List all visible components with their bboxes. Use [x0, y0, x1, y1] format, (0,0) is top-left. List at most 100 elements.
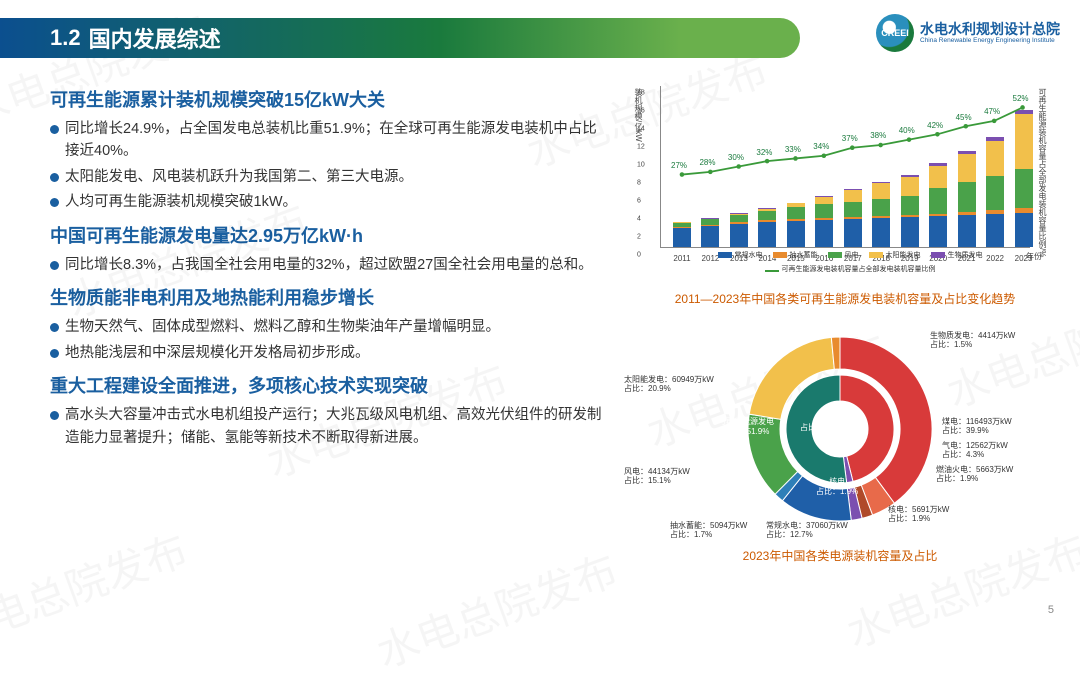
- bar-segment: [787, 207, 805, 219]
- legend-line-icon: [765, 270, 779, 272]
- bar-segment: [872, 199, 890, 216]
- bar-group: [758, 208, 776, 247]
- bar-segment: [673, 228, 691, 247]
- bullet-dot-icon: [50, 411, 59, 420]
- donut-outer-label: 煤电：116493万kW占比：39.9%: [942, 417, 1012, 435]
- y-tick-label: 14: [637, 126, 645, 133]
- bar-group: [986, 137, 1004, 247]
- legend-label: 可再生能源发电装机容量占全部发电装机容量比例: [782, 264, 936, 274]
- bar-group: [872, 182, 890, 247]
- bullet-item: 同比增长8.3%，占我国全社会用电量的32%，超过欧盟27国全社会用电量的总和。: [50, 254, 610, 276]
- y-tick-label: 12: [637, 144, 645, 151]
- bar-segment: [958, 215, 976, 247]
- bar-segment: [1015, 169, 1033, 209]
- line-value-label: 37%: [842, 134, 858, 143]
- y-tick-label: 8: [637, 180, 641, 187]
- legend-item: 太阳能发电: [869, 250, 921, 260]
- bar-group: [901, 175, 919, 247]
- bar-segment: [986, 176, 1004, 209]
- bullet-dot-icon: [50, 323, 59, 332]
- bullet-text: 人均可再生能源装机规模突破1kW。: [65, 191, 297, 213]
- line-value-label: 42%: [927, 121, 943, 130]
- text-column: 可再生能源累计装机规模突破15亿kW大关同比增长24.9%，占全国发电总装机比重…: [50, 78, 610, 566]
- bullet-dot-icon: [50, 173, 59, 182]
- bar-group: [730, 213, 748, 247]
- legend-item: 生物质发电: [931, 250, 983, 260]
- bullet-item: 人均可再生能源装机规模突破1kW。: [50, 191, 610, 213]
- line-value-label: 30%: [728, 153, 744, 162]
- bullet-item: 生物天然气、固体成型燃料、燃料乙醇和生物柴油年产量增幅明显。: [50, 316, 610, 338]
- line-value-label: 38%: [870, 131, 886, 140]
- line-value-label: 32%: [756, 148, 772, 157]
- bar-segment: [1015, 213, 1033, 247]
- legend-swatch-icon: [931, 252, 945, 258]
- legend-swatch-icon: [828, 252, 842, 258]
- bar-group: [1015, 110, 1033, 247]
- chart-legend: 常规水电抽水蓄能风电太阳能发电生物质发电可再生能源发电装机容量占全部发电装机容量…: [670, 250, 1030, 274]
- bullet-text: 高水头大容量冲击式水电机组投产运行；大兆瓦级风电机组、高效光伏组件的研发制造能力…: [65, 404, 610, 449]
- chart-plot-area: 024681012141618201127%201228%201330%2014…: [660, 86, 1030, 248]
- bar-segment: [701, 226, 719, 247]
- bar-segment: [929, 166, 947, 189]
- bar-segment: [730, 224, 748, 247]
- bar-group: [929, 163, 947, 247]
- legend-label: 生物质发电: [948, 250, 983, 260]
- bar-segment: [815, 197, 833, 204]
- bar-segment: [872, 218, 890, 247]
- logo-en-name: China Renewable Energy Engineering Insti…: [920, 37, 1060, 44]
- bar-group: [958, 151, 976, 247]
- bullet-text: 太阳能发电、风电装机跃升为我国第二、第三大电源。: [65, 166, 413, 188]
- bullet-dot-icon: [50, 125, 59, 134]
- y-tick-label: 18: [637, 90, 645, 97]
- y-tick-label: 6: [637, 198, 641, 205]
- bar-segment: [929, 188, 947, 213]
- line-value-label: 34%: [813, 142, 829, 151]
- donut-outer-label: 抽水蓄能：5094万kW占比：1.7%: [670, 521, 747, 539]
- bar-line-chart: 装机规模/亿kW 可再生能源装机容量占全部发电装机容量比例/% 02468101…: [630, 78, 1050, 288]
- donut-outer-label: 燃油火电：5663万kW占比：1.9%: [936, 465, 1013, 483]
- line-value-label: 28%: [699, 158, 715, 167]
- donut-outer-label: 风电：44134万kW占比：15.1%: [624, 467, 690, 485]
- bar-segment: [730, 215, 748, 222]
- y-tick-label: 2: [637, 234, 641, 241]
- y-tick-label: 0: [637, 252, 641, 259]
- section-heading: 生物质能非电利用及地热能利用稳步增长: [50, 284, 610, 310]
- y-tick-label: 16: [637, 108, 645, 115]
- donut-outer-label: 常规水电：37060万kW占比：12.7%: [766, 521, 848, 539]
- bullet-item: 地热能浅层和中深层规模化开发格局初步形成。: [50, 342, 610, 364]
- donut-outer-label: 太阳能发电：60949万kW占比：20.9%: [624, 375, 714, 393]
- header-bar: 1.2 国内发展综述 CREEI 水电水利规划设计总院 China Renewa…: [0, 18, 1080, 68]
- y-tick-label: 10: [637, 162, 645, 169]
- donut-outer-label: 气电：12562万kW占比：4.3%: [942, 441, 1008, 459]
- bar-segment: [958, 154, 976, 182]
- line-value-label: 47%: [984, 107, 1000, 116]
- bar-segment: [872, 183, 890, 199]
- bullet-text: 地热能浅层和中深层规模化开发格局初步形成。: [65, 342, 370, 364]
- bar-segment: [986, 141, 1004, 177]
- bar-segment: [844, 190, 862, 202]
- bar-segment: [758, 211, 776, 220]
- bullet-text: 同比增长8.3%，占我国全社会用电量的32%，超过欧盟27国全社会用电量的总和。: [65, 254, 593, 276]
- donut-inner-label: 核电占比：1.9%: [816, 477, 858, 496]
- bar-segment: [901, 196, 919, 215]
- bullet-item: 同比增长24.9%，占全国发电总装机比重51.9%；在全球可再生能源发电装机中占…: [50, 118, 610, 163]
- bar-segment: [844, 202, 862, 217]
- section-title: 国内发展综述: [89, 22, 221, 54]
- page-number: 5: [1048, 604, 1054, 616]
- bar-group: [701, 218, 719, 247]
- section-heading: 重大工程建设全面推进，多项核心技术实现突破: [50, 372, 610, 398]
- bar-segment: [758, 222, 776, 247]
- bar-segment: [901, 177, 919, 195]
- donut-chart: 2023年中国各类电源装机容量及占比 生物质发电：4414万kW占比：1.5%煤…: [630, 317, 1050, 564]
- bullet-dot-icon: [50, 349, 59, 358]
- section-number: 1.2: [50, 25, 81, 51]
- line-value-label: 27%: [671, 161, 687, 170]
- legend-label: 太阳能发电: [886, 250, 921, 260]
- bullet-dot-icon: [50, 198, 59, 207]
- bullet-text: 同比增长24.9%，占全国发电总装机比重51.9%；在全球可再生能源发电装机中占…: [65, 118, 610, 163]
- donut-inner-label: 可再生能源发电占比：51.9%: [718, 417, 774, 436]
- section-heading: 可再生能源累计装机规模突破15亿kW大关: [50, 86, 610, 112]
- bullet-item: 太阳能发电、风电装机跃升为我国第二、第三大电源。: [50, 166, 610, 188]
- logo-cn-name: 水电水利规划设计总院: [920, 22, 1060, 37]
- bar-segment: [815, 220, 833, 247]
